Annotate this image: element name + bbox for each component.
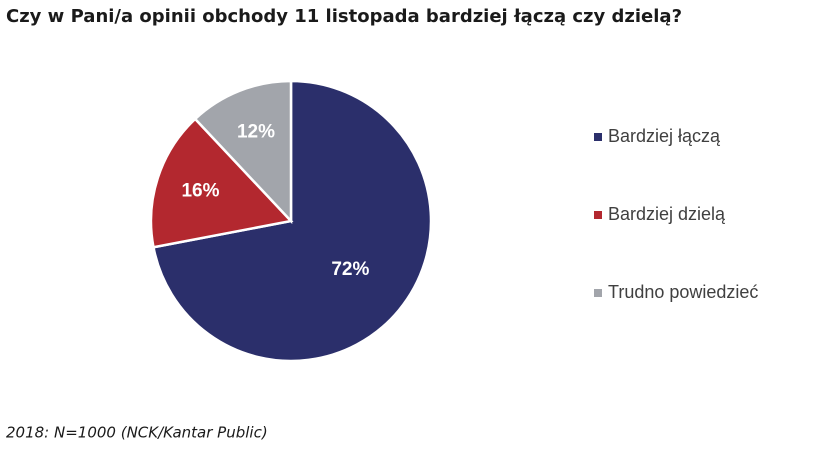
slice-label: 16%: [181, 181, 219, 202]
legend-label: Bardziej dzielą: [608, 204, 726, 224]
legend-swatch: [594, 133, 602, 141]
legend-label: Bardziej łączą: [608, 126, 721, 146]
footnote: 2018: N=1000 (NCK/Kantar Public): [6, 424, 268, 442]
slice-label: 12%: [237, 122, 275, 143]
slice-label: 72%: [331, 259, 369, 280]
legend-swatch: [594, 289, 602, 297]
pie-slice: [149, 117, 294, 249]
chart-title: Czy w Pani/a opinii obchody 11 listopada…: [6, 6, 682, 27]
pie-slice: [193, 79, 293, 225]
legend-label: Trudno powiedzieć: [608, 282, 758, 302]
legend-swatch: [594, 211, 602, 219]
